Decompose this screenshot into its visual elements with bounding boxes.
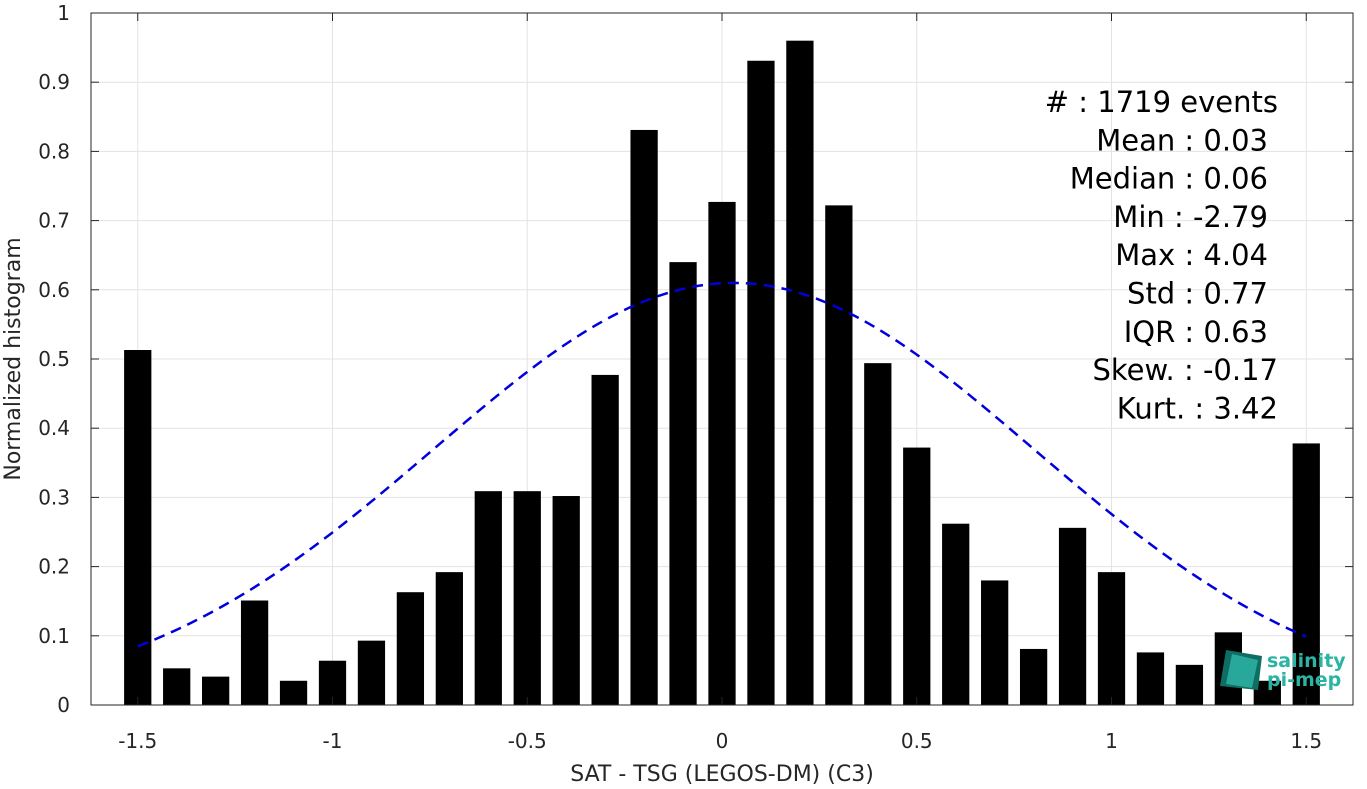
- y-tick-label-5: 0.5: [38, 347, 70, 371]
- logo-text-line1: salinity: [1267, 650, 1346, 672]
- bar-4: [279, 680, 308, 705]
- y-tick-label-0: 0: [57, 693, 70, 717]
- y-tick-label-7: 0.7: [38, 209, 70, 233]
- bar-23: [1019, 648, 1048, 705]
- y-tick-label-6: 0.6: [38, 278, 70, 302]
- bar-1: [163, 668, 191, 705]
- y-tick-label-9: 0.9: [38, 70, 70, 94]
- bar-16: [747, 60, 775, 706]
- bar-30: [1292, 443, 1320, 705]
- bar-2: [202, 676, 230, 705]
- bar-9: [474, 491, 502, 705]
- bar-24: [1058, 527, 1087, 705]
- bar-15: [708, 201, 736, 705]
- x-tick-label-6: 1.5: [1290, 729, 1322, 753]
- y-axis-label: Normalized histogram: [1, 237, 26, 480]
- stats-box: # : 1719 events Mean : 0.03 Median : 0.06 M…: [1045, 85, 1278, 425]
- y-tick-label-3: 0.3: [38, 485, 70, 509]
- bar-13: [630, 129, 658, 705]
- bar-0: [124, 350, 152, 705]
- bar-25: [1097, 572, 1126, 705]
- bar-27: [1175, 664, 1204, 705]
- bar-20: [903, 447, 931, 705]
- stat-line-4: Max : 4.04: [1115, 238, 1268, 272]
- stat-line-3: Min : -2.79: [1113, 200, 1268, 234]
- x-tick-label-2: -0.5: [508, 729, 547, 753]
- bar-14: [669, 262, 697, 705]
- x-axis-label: SAT - TSG (LEGOS-DM) (C3): [570, 762, 874, 785]
- x-tick-label-4: 0.5: [901, 729, 933, 753]
- bar-21: [942, 523, 970, 705]
- stat-line-5: Std : 0.77: [1127, 277, 1268, 311]
- y-tick-label-2: 0.2: [38, 555, 70, 579]
- stat-line-8: Kurt. : 3.42: [1117, 391, 1278, 425]
- bar-10: [513, 491, 541, 705]
- bar-11: [552, 496, 580, 705]
- salinity-pimep-logo: salinity pi-mep: [1220, 650, 1346, 691]
- fit-curve: [137, 281, 1307, 648]
- bar-19: [864, 363, 892, 705]
- bar-22: [981, 580, 1009, 705]
- stat-line-7: Skew. : -0.17: [1092, 353, 1278, 387]
- bar-3: [240, 600, 269, 705]
- logo-text-line2: pi-mep: [1267, 669, 1341, 691]
- y-tick-label-1: 0.1: [38, 624, 70, 648]
- x-tick-label-3: 0: [716, 729, 729, 753]
- y-tick-label-4: 0.4: [38, 416, 70, 440]
- bar-6: [357, 640, 386, 705]
- y-axis: 0 0.1 0.2 0.3 0.4 0.5 0.6 0.7 0.8 0.9 1: [38, 1, 1353, 717]
- stat-line-0: # : 1719 events: [1045, 85, 1278, 119]
- logo-mark-front: [1226, 654, 1258, 688]
- bar-7: [396, 592, 425, 705]
- x-tick-label-1: -1: [323, 729, 343, 753]
- x-axis: -1.5 -1 -0.5 0 0.5 1 1.5: [118, 13, 1322, 753]
- bar-12: [591, 374, 619, 705]
- x-tick-label-0: -1.5: [118, 729, 157, 753]
- x-tick-label-5: 1: [1105, 729, 1118, 753]
- bar-17: [786, 40, 814, 706]
- bar-26: [1136, 652, 1165, 705]
- stat-line-2: Median : 0.06: [1070, 162, 1268, 196]
- y-tick-label-8: 0.8: [38, 139, 70, 163]
- stat-line-1: Mean : 0.03: [1096, 123, 1268, 157]
- bar-18: [825, 205, 853, 705]
- stat-line-6: IQR : 0.63: [1124, 315, 1268, 349]
- y-tick-label-10: 1: [57, 1, 70, 25]
- bar-8: [435, 572, 463, 705]
- normal-fit-line: [137, 281, 1307, 648]
